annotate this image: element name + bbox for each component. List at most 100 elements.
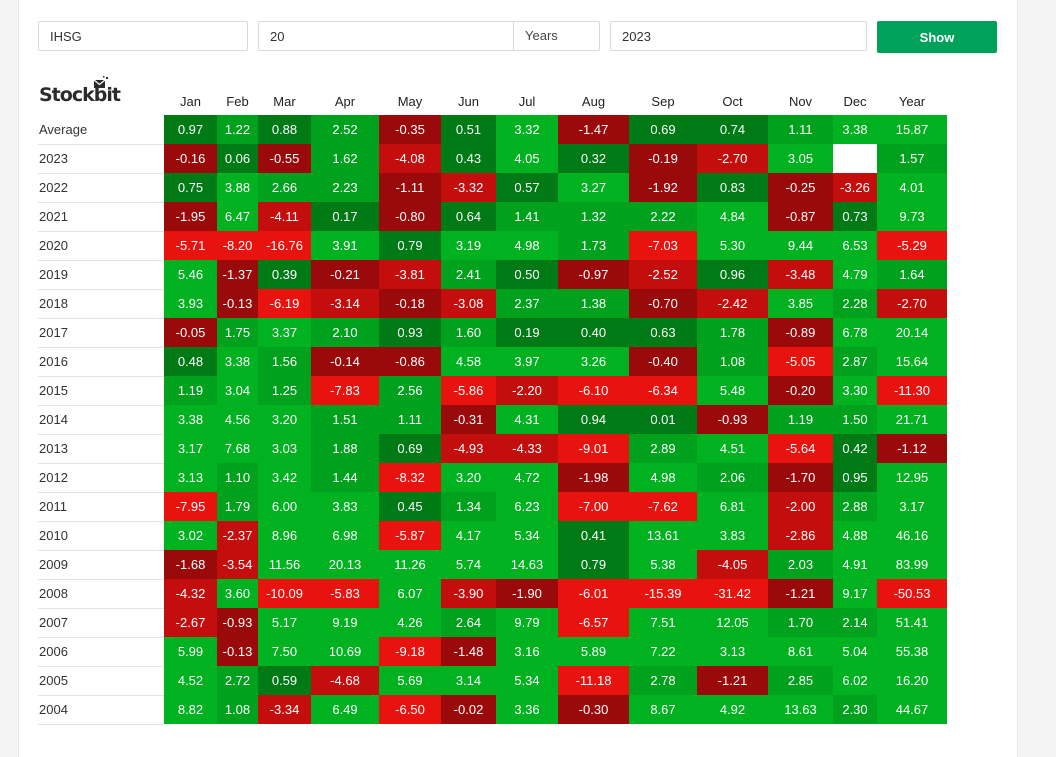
year-return-cell: 55.38 <box>877 637 947 666</box>
symbol-field[interactable] <box>38 21 248 51</box>
month-return-cell: -7.00 <box>558 492 629 521</box>
month-return-cell: 7.50 <box>258 637 311 666</box>
month-return-cell: 0.97 <box>164 115 217 144</box>
month-return-cell: -0.86 <box>379 347 441 376</box>
month-return-cell: -3.32 <box>441 173 496 202</box>
month-return-cell: 2.52 <box>311 115 379 144</box>
month-return-cell: -7.83 <box>311 376 379 405</box>
month-return-cell: 6.23 <box>496 492 558 521</box>
month-return-cell: 6.02 <box>833 666 877 695</box>
header-blank <box>38 86 164 115</box>
month-return-cell: 3.04 <box>217 376 258 405</box>
month-return-cell: -0.80 <box>379 202 441 231</box>
month-return-cell: 0.48 <box>164 347 217 376</box>
row-label: 2010 <box>38 521 164 551</box>
month-return-cell: 4.31 <box>496 405 558 434</box>
month-return-cell: -3.26 <box>833 173 877 202</box>
month-return-cell: 3.16 <box>496 637 558 666</box>
month-return-cell: -10.09 <box>258 579 311 608</box>
month-return-cell: -5.71 <box>164 231 217 260</box>
month-return-cell: -1.70 <box>768 463 833 492</box>
month-return-cell: 1.50 <box>833 405 877 434</box>
column-header-aug: Aug <box>581 94 606 109</box>
month-return-cell: 0.41 <box>558 521 629 550</box>
month-return-cell: 6.78 <box>833 318 877 347</box>
month-return-cell: 1.32 <box>558 202 629 231</box>
show-button[interactable]: Show <box>877 21 997 53</box>
month-return-cell: 3.83 <box>311 492 379 521</box>
month-return-cell: -0.70 <box>629 289 697 318</box>
month-return-cell: -4.32 <box>164 579 217 608</box>
month-return-cell: 2.03 <box>768 550 833 579</box>
month-return-cell: 8.82 <box>164 695 217 724</box>
month-return-cell: 0.63 <box>629 318 697 347</box>
month-return-cell: -0.31 <box>441 405 496 434</box>
month-return-cell: 4.79 <box>833 260 877 289</box>
year-return-cell: 15.87 <box>877 115 947 144</box>
month-return-cell: 0.57 <box>496 173 558 202</box>
month-return-cell: 1.75 <box>217 318 258 347</box>
table-row: 2021 -1.95 6.47 -4.11 0.17 -0.80 0.64 1.41 1.32 2… <box>38 202 947 232</box>
month-return-cell: -3.54 <box>217 550 258 579</box>
month-return-cell: 2.88 <box>833 492 877 521</box>
row-label: 2012 <box>38 463 164 493</box>
month-return-cell: 7.22 <box>629 637 697 666</box>
column-header-nov: Nov <box>788 94 813 109</box>
end-year-field[interactable] <box>610 21 867 51</box>
month-return-cell: 0.01 <box>629 405 697 434</box>
month-return-cell: 0.69 <box>379 434 441 463</box>
table-row: 2008 -4.32 3.60 -10.09 -5.83 6.07 -3.90 -1.90 -6… <box>38 579 947 609</box>
month-return-cell: -2.00 <box>768 492 833 521</box>
month-return-cell: -1.92 <box>629 173 697 202</box>
end-year-input[interactable] <box>611 22 866 50</box>
month-return-cell: 1.22 <box>217 115 258 144</box>
month-return-cell: 2.22 <box>629 202 697 231</box>
table-row: 2012 3.13 1.10 3.42 1.44 -8.32 3.20 4.72 -1.98 4.… <box>38 463 947 493</box>
month-return-cell: -3.34 <box>258 695 311 724</box>
year-return-cell: 51.41 <box>877 608 947 637</box>
month-return-cell: -3.08 <box>441 289 496 318</box>
month-return-cell: 4.91 <box>833 550 877 579</box>
month-return-cell: -1.90 <box>496 579 558 608</box>
month-return-cell: 3.38 <box>833 115 877 144</box>
month-return-cell: 0.73 <box>833 202 877 231</box>
month-return-cell: -2.67 <box>164 608 217 637</box>
table-row: 2014 3.38 4.56 3.20 1.51 1.11 -0.31 4.31 0.94 0.0… <box>38 405 947 435</box>
month-return-cell: 3.19 <box>441 231 496 260</box>
month-return-cell: -0.14 <box>311 347 379 376</box>
table-row: 2019 5.46 -1.37 0.39 -0.21 -3.81 2.41 0.50 -0.97… <box>38 260 947 290</box>
month-return-cell: -5.83 <box>311 579 379 608</box>
row-label: 2022 <box>38 173 164 203</box>
month-return-cell: 5.17 <box>258 608 311 637</box>
table-row: 2013 3.17 7.68 3.03 1.88 0.69 -4.93 -4.33 -9.01 2… <box>38 434 947 464</box>
seasonality-table: Jan Feb Mar Apr May Jun Jul Aug Sep Oct Nov Dec Year… <box>38 86 947 725</box>
month-return-cell: 2.10 <box>311 318 379 347</box>
month-return-cell: 0.39 <box>258 260 311 289</box>
month-return-cell: 4.05 <box>496 144 558 173</box>
symbol-input[interactable] <box>39 22 247 50</box>
month-return-cell: -1.48 <box>441 637 496 666</box>
month-return-cell: -1.21 <box>768 579 833 608</box>
month-return-cell: 5.34 <box>496 521 558 550</box>
month-return-cell: -1.11 <box>379 173 441 202</box>
month-return-cell: -0.87 <box>768 202 833 231</box>
month-return-cell: 2.78 <box>629 666 697 695</box>
month-return-cell: -7.95 <box>164 492 217 521</box>
year-return-cell: 83.99 <box>877 550 947 579</box>
month-return-cell: 6.00 <box>258 492 311 521</box>
month-return-cell: 9.79 <box>496 608 558 637</box>
years-input[interactable] <box>259 22 513 50</box>
stockbit-logo: Stockbit <box>39 76 121 108</box>
years-field[interactable]: Years <box>258 21 600 51</box>
month-return-cell: 2.41 <box>441 260 496 289</box>
month-return-cell: -2.52 <box>629 260 697 289</box>
month-return-cell: 3.85 <box>768 289 833 318</box>
column-header-feb: Feb <box>226 94 249 109</box>
month-return-cell: 0.40 <box>558 318 629 347</box>
month-return-cell: -0.93 <box>217 608 258 637</box>
row-label: 2004 <box>38 695 164 725</box>
month-return-cell: 2.89 <box>629 434 697 463</box>
month-return-cell: -6.34 <box>629 376 697 405</box>
month-return-cell: 0.32 <box>558 144 629 173</box>
month-return-cell: 3.02 <box>164 521 217 550</box>
